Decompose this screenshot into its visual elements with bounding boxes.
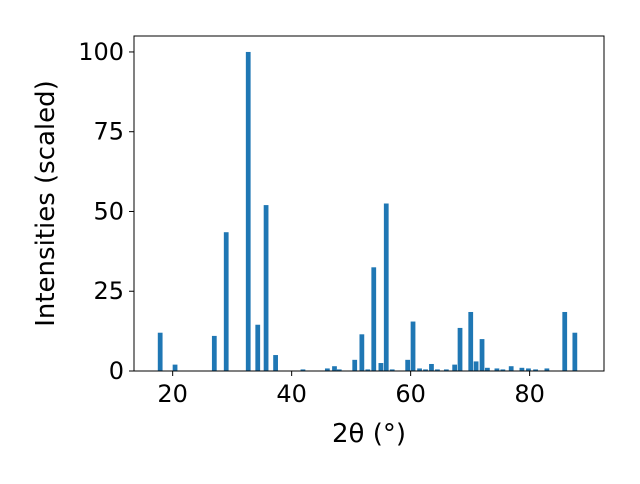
bar — [473, 361, 479, 371]
bar-series — [157, 51, 578, 371]
bar — [324, 368, 330, 371]
bar — [223, 232, 229, 371]
y-axis: 0 25 50 75 100 — [78, 38, 134, 385]
bar — [452, 364, 458, 371]
bar — [273, 355, 278, 371]
bar — [332, 366, 337, 371]
bar — [572, 332, 578, 371]
y-tick-label: 25 — [93, 277, 124, 305]
x-tick-label: 80 — [514, 380, 545, 408]
bar — [172, 364, 178, 371]
bar — [405, 359, 411, 371]
bar — [479, 339, 485, 371]
x-tick-label: 20 — [157, 380, 188, 408]
bar — [443, 369, 449, 371]
bar — [211, 335, 217, 371]
bar — [157, 332, 163, 371]
bar — [352, 359, 358, 371]
y-tick-label: 50 — [93, 197, 124, 225]
bar — [378, 363, 384, 371]
bar — [435, 369, 440, 371]
bar — [500, 369, 506, 371]
bar — [389, 369, 395, 371]
plot-area — [133, 35, 605, 372]
y-tick-label: 75 — [93, 118, 124, 146]
bar — [371, 267, 377, 371]
bar — [359, 334, 365, 371]
bar — [336, 369, 342, 371]
bar — [485, 367, 490, 371]
bar — [562, 311, 568, 371]
y-tick-label: 100 — [78, 38, 124, 66]
bar — [410, 321, 416, 371]
bar — [417, 368, 422, 371]
x-tick-label: 60 — [395, 380, 426, 408]
bar — [429, 363, 434, 371]
bar — [519, 367, 525, 371]
bar — [300, 369, 306, 371]
y-tick-label: 0 — [109, 357, 124, 385]
bar — [423, 369, 428, 371]
bar — [544, 368, 550, 371]
bar — [255, 324, 261, 371]
x-tick-label: 40 — [276, 380, 307, 408]
y-axis-label: Intensities (scaled) — [31, 80, 61, 327]
bar — [457, 327, 463, 371]
bar — [245, 51, 251, 371]
bar — [526, 368, 531, 371]
x-axis-label: 2θ (°) — [332, 419, 406, 449]
bar — [508, 366, 514, 371]
bar — [263, 205, 269, 371]
bar — [468, 311, 474, 371]
bar — [533, 369, 538, 371]
x-axis: 20 40 60 80 — [157, 371, 545, 408]
bar — [365, 369, 371, 371]
bar — [383, 203, 389, 371]
bar — [494, 368, 500, 371]
